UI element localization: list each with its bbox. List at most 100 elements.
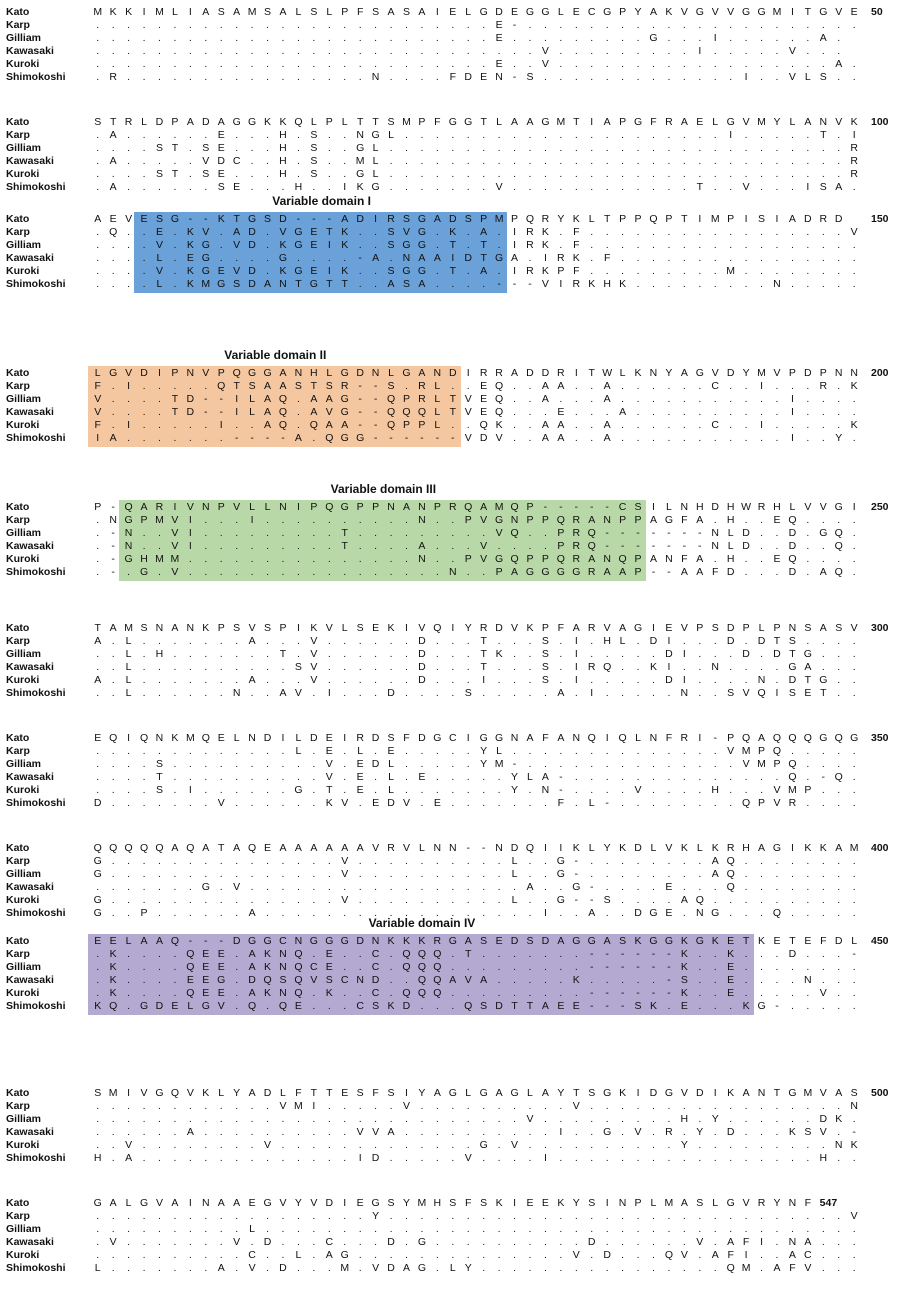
residue: V xyxy=(186,1087,194,1099)
residue: . xyxy=(250,419,254,431)
residue: V xyxy=(480,540,488,552)
residue: D xyxy=(464,71,473,83)
residue: . xyxy=(821,168,825,180)
residue: . xyxy=(559,1210,563,1222)
residue: S xyxy=(541,661,549,673)
residue: . xyxy=(451,1126,455,1138)
residue: . xyxy=(667,226,671,238)
residue: . xyxy=(374,687,378,699)
residue: A xyxy=(835,842,843,854)
residue: . xyxy=(621,181,625,193)
residue: E xyxy=(325,961,333,973)
residue: N xyxy=(788,622,797,634)
residue: A xyxy=(140,935,148,947)
residue: . xyxy=(667,265,671,277)
residue: . xyxy=(188,45,192,57)
residue: F xyxy=(372,1087,379,1099)
residue: . xyxy=(513,181,516,193)
residue: A xyxy=(804,661,812,673)
residue: S xyxy=(727,687,735,699)
residue: . xyxy=(852,71,856,83)
residue: - xyxy=(373,406,378,418)
residue: R xyxy=(541,213,550,225)
residue: . xyxy=(266,239,269,251)
residue: K xyxy=(742,1000,750,1012)
residue: F xyxy=(94,380,101,392)
residue: . xyxy=(466,419,470,431)
residue: V xyxy=(850,622,858,634)
residue: . xyxy=(204,540,208,552)
residue: - xyxy=(605,797,609,809)
residue: . xyxy=(590,1139,594,1151)
residue: . xyxy=(636,58,640,70)
residue: D xyxy=(726,635,735,647)
residue: . xyxy=(590,32,594,44)
residue: . xyxy=(296,1262,300,1274)
residue: . xyxy=(513,1100,516,1112)
residue: . xyxy=(250,894,254,906)
strain-name: Karp xyxy=(6,129,30,141)
residue: . xyxy=(713,129,717,141)
residue: . xyxy=(590,784,594,796)
residue: - xyxy=(219,393,223,405)
residue: G xyxy=(93,868,102,880)
residue: . xyxy=(682,155,686,167)
residue: . xyxy=(389,661,393,673)
residue: M xyxy=(741,1262,751,1274)
residue: I xyxy=(852,129,856,141)
residue: . xyxy=(806,45,810,57)
residue: . xyxy=(528,1249,532,1261)
residue: Q xyxy=(618,553,627,565)
residue: . xyxy=(158,181,161,193)
residue: T xyxy=(588,367,595,379)
residue: E xyxy=(186,252,194,264)
residue: . xyxy=(281,181,285,193)
residue: I xyxy=(188,514,192,526)
strain-name: Karp xyxy=(6,226,30,238)
residue: D xyxy=(541,367,550,379)
residue: . xyxy=(667,745,671,757)
residue: P xyxy=(495,566,503,578)
residue: . xyxy=(96,987,100,999)
residue: V xyxy=(325,758,333,770)
residue: . xyxy=(513,635,516,647)
residue: . xyxy=(127,868,131,880)
residue: N xyxy=(279,987,287,999)
residue: . xyxy=(466,1223,470,1235)
residue: G xyxy=(248,213,257,225)
residue: . xyxy=(760,129,763,141)
residue: . xyxy=(296,155,300,167)
residue: G xyxy=(371,129,380,141)
residue: . xyxy=(790,1210,794,1222)
residue: T xyxy=(603,213,611,225)
residue: K xyxy=(387,935,395,947)
residue: . xyxy=(451,129,455,141)
residue: G xyxy=(664,1087,673,1099)
residue: Y xyxy=(418,1087,426,1099)
residue: . xyxy=(451,1236,455,1248)
residue: - xyxy=(682,527,687,539)
residue: . xyxy=(435,855,439,867)
residue: N xyxy=(402,252,411,264)
residue: E xyxy=(449,6,457,18)
residue: G xyxy=(124,514,133,526)
residue: . xyxy=(621,974,625,986)
residue: . xyxy=(312,1249,316,1261)
residue: A xyxy=(649,514,657,526)
residue: . xyxy=(127,1000,131,1012)
residue: G xyxy=(294,784,303,796)
residue: . xyxy=(219,855,223,867)
residue: . xyxy=(698,771,702,783)
residue: . xyxy=(266,797,269,809)
residue: F xyxy=(603,252,611,264)
residue: . xyxy=(142,687,146,699)
residue: . xyxy=(760,1152,763,1164)
residue: . xyxy=(528,168,532,180)
residue: . xyxy=(219,881,223,893)
residue: . xyxy=(682,278,686,290)
residue: . xyxy=(435,514,439,526)
residue: . xyxy=(667,1139,671,1151)
residue: . xyxy=(173,784,177,796)
residue: . xyxy=(760,868,763,880)
